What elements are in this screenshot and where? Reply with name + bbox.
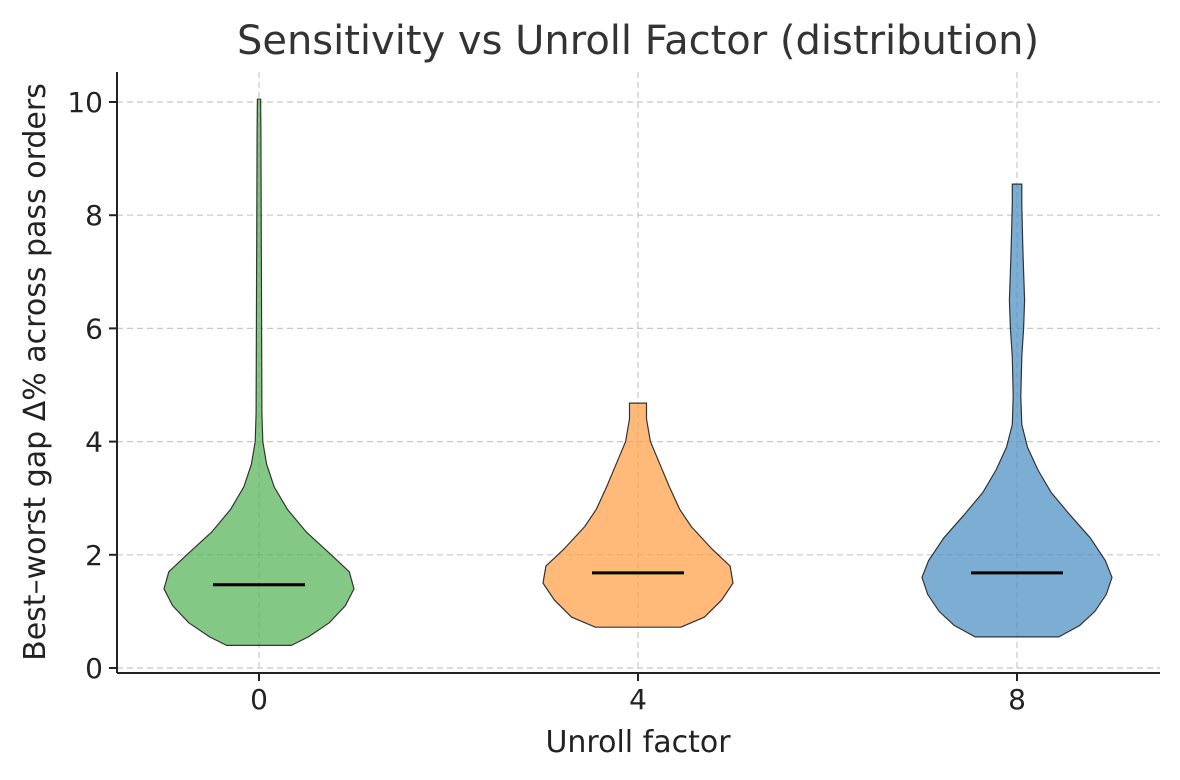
x-tick-label: 4	[629, 683, 647, 716]
x-tick-label: 0	[250, 683, 268, 716]
y-tick-label: 2	[85, 539, 103, 572]
y-tick-label: 8	[85, 199, 103, 232]
violin-layer	[163, 98, 1113, 646]
x-axis-label: Unroll factor	[545, 725, 731, 760]
chart-title: Sensitivity vs Unroll Factor (distributi…	[237, 18, 1039, 64]
y-tick-label: 6	[85, 312, 103, 345]
y-tick-label: 4	[85, 426, 103, 459]
violin-body	[163, 98, 355, 646]
axis-layer: 0 2 4 6 8 10 0 4 8	[67, 72, 1160, 716]
violin-body	[921, 183, 1113, 638]
y-tick-label: 0	[85, 652, 103, 685]
y-axis-label: Best–worst gap Δ% across pass orders	[18, 83, 53, 661]
x-tick-label: 8	[1008, 683, 1026, 716]
y-tick-label: 10	[67, 86, 103, 119]
violin-body	[542, 402, 734, 628]
